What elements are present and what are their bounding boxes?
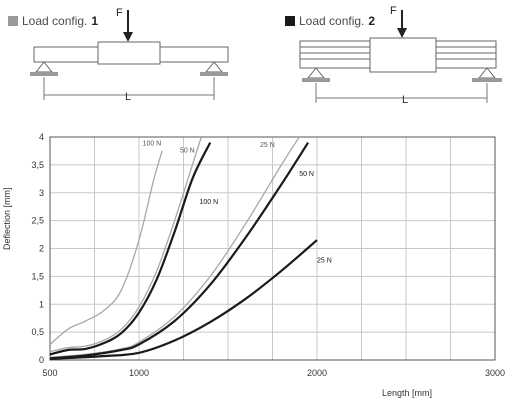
carriage-2	[369, 37, 437, 73]
y-tick-label: 1,5	[31, 271, 44, 281]
load-config-diagrams: F L F	[30, 5, 502, 106]
plot-frame	[49, 136, 496, 361]
length-label-2: L	[402, 94, 408, 106]
y-tick-label: 0,5	[31, 327, 44, 337]
curve-label: 50 N	[299, 171, 314, 178]
x-tick-label: 500	[42, 368, 57, 378]
config-2-diagram: F L	[299, 5, 502, 106]
curve-label: 50 N	[180, 148, 195, 155]
chart-series	[49, 136, 318, 360]
force-label-1: F	[116, 7, 123, 19]
config-1-number: 1	[91, 14, 99, 28]
length-label-1: L	[125, 91, 131, 103]
config-2-label: Load config.	[299, 14, 365, 28]
curve-label: 25 N	[317, 257, 332, 264]
ground-1-right	[200, 72, 228, 76]
y-tick-label: 1	[39, 299, 44, 309]
y-tick-label: 3,5	[31, 160, 44, 170]
force-label-2: F	[390, 5, 397, 17]
curve-labels: 100 N 50 N 100 N 25 N 50 N 25 N	[143, 140, 332, 264]
carriage-1-front	[97, 41, 161, 65]
series-line-25n-config1	[49, 136, 300, 358]
series-line-100n-config2	[49, 142, 212, 356]
config-2-swatch	[285, 16, 295, 26]
x-axis-label: Length [mm]	[382, 388, 433, 398]
series-line-25n-config2	[49, 239, 318, 360]
force-arrowhead-2	[397, 28, 407, 38]
series-line-100n-config1	[49, 150, 163, 345]
x-tick-labels: 500 1000 2000 3000	[42, 368, 505, 378]
config-1-label: Load config.	[22, 14, 88, 28]
config-2-number: 2	[368, 14, 376, 28]
y-tick-label: 0	[39, 355, 44, 365]
config-1-diagram: F L	[30, 7, 229, 103]
y-tick-label: 4	[39, 132, 44, 142]
y-tick-label: 2	[39, 244, 44, 254]
config-2-title: Load config. 2	[285, 14, 375, 28]
curve-label: 100 N	[143, 140, 162, 147]
curve-label: 25 N	[260, 142, 275, 149]
config-1-title: Load config. 1	[8, 14, 98, 28]
config-1-swatch	[8, 16, 18, 26]
series-line-50n-config2	[49, 141, 310, 360]
ground-1-left	[30, 72, 58, 76]
force-arrowhead-1	[123, 32, 133, 42]
y-tick-label: 3	[39, 188, 44, 198]
ground-2-left	[302, 78, 330, 82]
y-tick-label: 2,5	[31, 216, 44, 226]
series-line-50n-config1	[49, 136, 202, 353]
curve-label: 100 N	[200, 199, 219, 206]
x-tick-label: 2000	[307, 368, 327, 378]
chart-grid	[49, 136, 496, 361]
x-tick-label: 1000	[129, 368, 149, 378]
x-tick-label: 3000	[485, 368, 505, 378]
ground-2-right	[472, 78, 502, 82]
y-tick-labels: 0 0,5 1 1,5 2 2,5 3 3,5 4	[31, 132, 44, 365]
